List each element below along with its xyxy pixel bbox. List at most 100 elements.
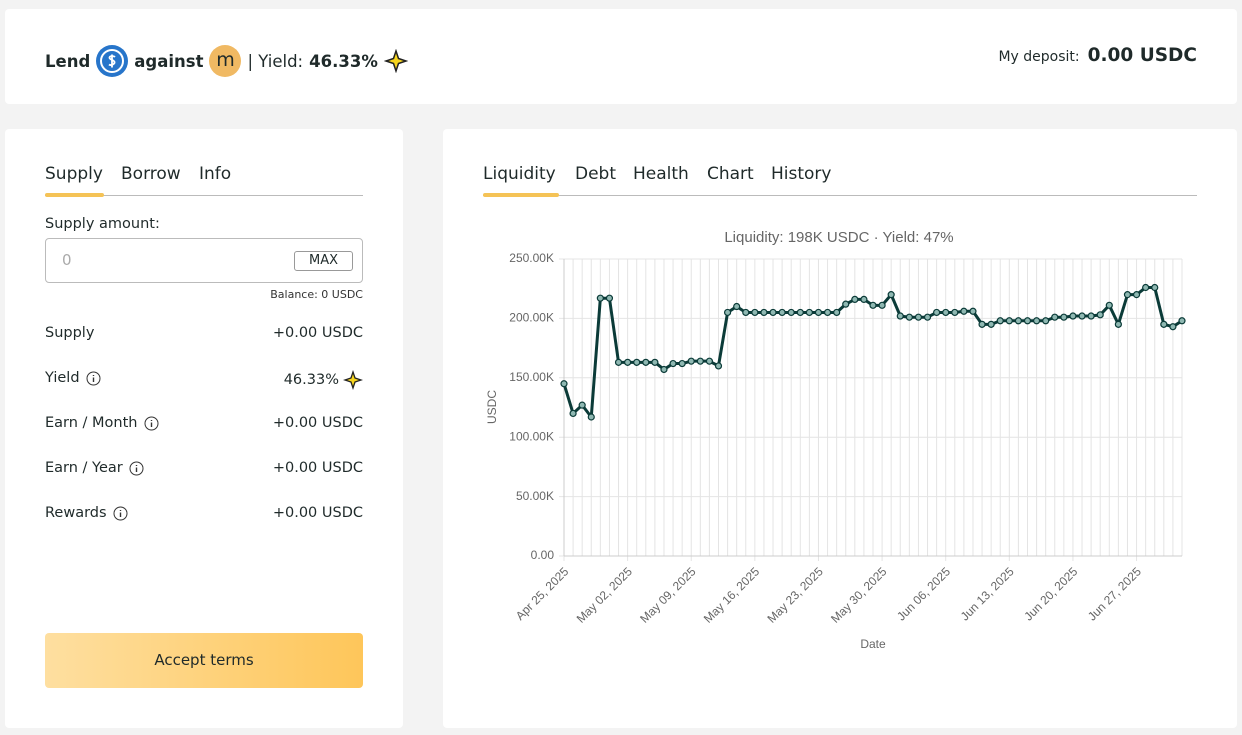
y-tick-label: 150.00K (509, 370, 554, 384)
y-tick-label: 100.00K (509, 429, 554, 443)
point (596, 294, 604, 302)
header-title: Lend against m | Yield: 46.33% (45, 45, 408, 77)
tab[interactable]: History (771, 164, 832, 184)
point (560, 380, 568, 388)
point (942, 308, 950, 317)
tab[interactable]: Borrow (121, 164, 181, 184)
point (969, 307, 977, 315)
chart-title: Liquidity: 198K USDC · Yield: 47% (724, 229, 953, 246)
point (842, 300, 850, 308)
info-icon[interactable] (113, 506, 128, 521)
tab[interactable]: Info (199, 164, 232, 184)
point (869, 301, 877, 309)
tab-divider (483, 195, 1197, 196)
point (987, 320, 995, 328)
row-value: 46.33% (284, 370, 363, 390)
point (951, 308, 959, 317)
point (705, 357, 714, 365)
row-label: Earn / Month (45, 415, 159, 431)
point (996, 317, 1004, 325)
y-axis-label: USDC (485, 390, 499, 424)
chart: Liquidity: 198K USDC · Yield: 47% USDC D… (485, 229, 1186, 651)
label: Supply (45, 325, 95, 341)
point (678, 359, 686, 368)
lend: Lend (45, 51, 91, 71)
row-value: +0.00 USDC (273, 415, 363, 431)
point (660, 365, 668, 374)
amount-input[interactable]: 0 MAX (45, 238, 363, 283)
point (833, 308, 841, 317)
point (751, 308, 759, 317)
point (878, 301, 886, 309)
row-label: Earn / Year (45, 460, 144, 476)
point (624, 358, 632, 366)
point (1060, 313, 1068, 321)
point (769, 308, 777, 317)
x-tick-label: May 30, 2025 (828, 564, 890, 626)
point (1087, 312, 1095, 320)
point (723, 308, 732, 317)
info-icon[interactable] (86, 371, 101, 386)
y-tick-label: 50.00K (516, 489, 554, 503)
point (1178, 317, 1186, 325)
row-label: Rewards (45, 505, 128, 521)
point (569, 409, 577, 418)
point (1096, 311, 1104, 319)
info-icon[interactable] (129, 461, 144, 476)
label: Rewards (45, 505, 107, 521)
point (1160, 320, 1168, 328)
point (905, 313, 913, 321)
amount-label: Supply amount: (45, 216, 160, 232)
point (805, 308, 813, 317)
point (669, 359, 677, 368)
info-icon[interactable] (144, 416, 159, 431)
point (778, 308, 786, 317)
point (633, 358, 641, 366)
point (742, 308, 750, 317)
point (1069, 312, 1077, 320)
tab-divider (45, 195, 363, 196)
chart-card (443, 129, 1237, 728)
tab[interactable]: Debt (575, 164, 617, 184)
point (1042, 317, 1050, 325)
point (1023, 317, 1032, 325)
point (796, 308, 804, 317)
yield-value: 46.33% (309, 51, 378, 71)
sparkle-icon (343, 370, 363, 390)
point (1142, 283, 1150, 292)
max-button[interactable]: MAX (294, 251, 353, 271)
point (760, 308, 768, 317)
point (1169, 323, 1177, 331)
header-card: Lend against m | Yield: 46.33% My deposi… (5, 9, 1237, 104)
x-tick-label: May 16, 2025 (701, 564, 763, 626)
value: +0.00 USDC (272, 325, 363, 341)
x-tick-label: Jun 06, 2025 (894, 564, 953, 623)
tab[interactable]: Chart (707, 164, 754, 184)
point (1114, 320, 1122, 328)
x-tick-label: Jun 20, 2025 (1021, 564, 1080, 623)
tab[interactable]: Health (633, 164, 689, 184)
point (1032, 317, 1041, 325)
yield-label: | Yield: (247, 51, 304, 71)
x-tick-label: May 23, 2025 (765, 564, 827, 626)
y-tick-label: 200.00K (509, 311, 554, 325)
point (1132, 291, 1141, 299)
point (933, 308, 941, 317)
balance: Balance: 0 USDC (270, 288, 363, 301)
point (814, 308, 823, 317)
point (1051, 313, 1059, 321)
point (696, 357, 704, 365)
accept-button[interactable]: Accept terms (45, 633, 363, 688)
x-tick-label: Apr 25, 2025 (513, 564, 572, 623)
point (914, 313, 923, 321)
value: +0.00 USDC (272, 415, 363, 431)
point (860, 295, 868, 303)
tab[interactable]: Liquidity (483, 164, 556, 184)
point (578, 401, 586, 409)
value: +0.00 USDC (272, 460, 363, 476)
point (733, 302, 741, 311)
point (960, 307, 968, 315)
tab[interactable]: Supply (45, 164, 103, 184)
x-tick-label: May 09, 2025 (637, 564, 699, 626)
value: +0.00 USDC (272, 505, 363, 521)
